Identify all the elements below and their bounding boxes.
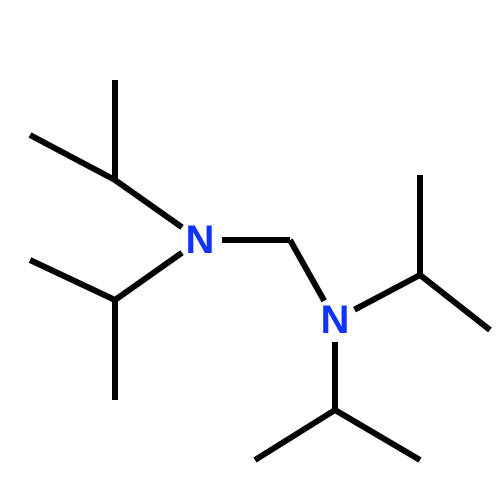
- bond: [335, 410, 420, 460]
- bond: [290, 240, 324, 301]
- bond: [255, 410, 335, 460]
- bonds-layer: [30, 80, 490, 460]
- bond: [354, 275, 420, 310]
- bond: [420, 275, 490, 330]
- atom-label-N2: N: [321, 298, 350, 342]
- atoms-layer: NN: [186, 218, 350, 342]
- atom-label-N1: N: [186, 218, 215, 262]
- bond: [115, 253, 182, 300]
- bond: [115, 180, 182, 227]
- bond: [30, 135, 115, 180]
- bond: [30, 260, 115, 300]
- molecule-diagram: NN: [0, 0, 500, 500]
